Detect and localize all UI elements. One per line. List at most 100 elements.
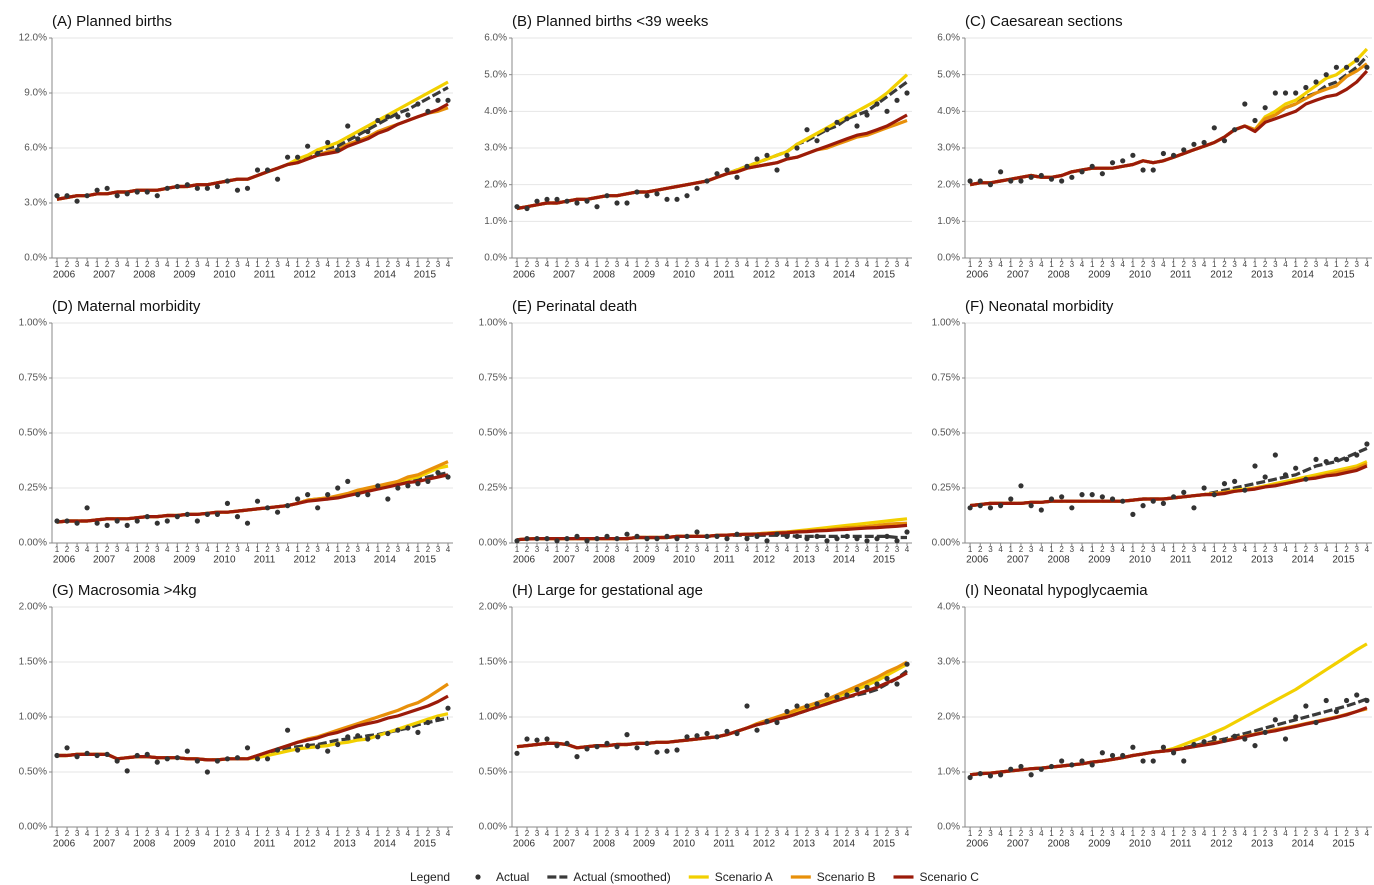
x-tick-label: 1: [215, 260, 220, 269]
x-tick-label: 1: [715, 545, 720, 554]
data-point: [94, 520, 100, 526]
x-tick-label: 1: [635, 260, 640, 269]
data-point: [1303, 84, 1309, 91]
data-point: [694, 185, 700, 191]
x-tick-label: 2: [265, 260, 270, 269]
series-line: [516, 671, 908, 750]
series-line: [969, 47, 1369, 187]
data-point: [295, 154, 301, 160]
x-tick-label: 2: [185, 260, 190, 269]
data-point: [1252, 743, 1258, 749]
x-tick-label: 2: [685, 829, 690, 838]
data-point: [1079, 169, 1085, 175]
data-point: [967, 178, 973, 184]
x-tick-label: 1: [595, 260, 600, 269]
x-tick-label: 3: [1273, 260, 1278, 269]
year-label: 2014: [374, 839, 397, 850]
data-point: [1018, 763, 1024, 770]
x-tick-label: 4: [406, 260, 411, 269]
x-tick-label: 4: [406, 829, 411, 838]
data-point: [564, 740, 570, 747]
x-tick-label: 1: [1131, 829, 1136, 838]
data-point: [365, 736, 371, 742]
x-tick-label: 1: [675, 829, 680, 838]
data-point: [1140, 167, 1146, 173]
x-tick-label: 4: [825, 545, 830, 554]
x-tick-label: 2: [1263, 545, 1268, 554]
x-tick-label: 1: [515, 829, 520, 838]
x-tick-label: 4: [998, 545, 1003, 554]
data-point: [1099, 494, 1105, 500]
x-tick-label: 2: [225, 260, 230, 269]
x-tick-label: 3: [735, 829, 740, 838]
x-tick-label: 4: [1120, 545, 1125, 554]
data-point: [1018, 178, 1024, 184]
data-point: [1130, 744, 1136, 750]
x-tick-label: 1: [1212, 545, 1217, 554]
x-tick-label: 1: [795, 545, 800, 554]
data-point: [864, 112, 870, 118]
data-point: [784, 152, 790, 158]
data-point: [114, 193, 120, 199]
x-tick-label: 2: [978, 545, 983, 554]
year-label: 2008: [1047, 839, 1070, 850]
x-tick-label: 3: [155, 260, 160, 269]
x-tick-label: 2: [1019, 260, 1024, 269]
data-point: [94, 752, 100, 759]
year-label: 2011: [713, 839, 735, 850]
data-point: [1262, 729, 1268, 736]
x-tick-label: 2: [1141, 545, 1146, 554]
series-line: [516, 523, 908, 542]
y-tick-label: 2.0%: [484, 179, 507, 190]
x-tick-label: 3: [815, 829, 820, 838]
data-point: [977, 771, 983, 777]
year-label: 2013: [1251, 270, 1274, 281]
data-point: [144, 189, 150, 195]
y-tick-label: 0.0%: [937, 822, 960, 833]
y-tick-label: 0.0%: [484, 253, 507, 264]
data-point: [1170, 494, 1177, 500]
year-label: 2008: [593, 555, 616, 566]
x-tick-label: 3: [1110, 545, 1115, 554]
year-label: 2009: [1088, 555, 1111, 566]
data-point: [1181, 147, 1187, 153]
data-point: [1170, 152, 1177, 158]
data-point: [684, 734, 690, 740]
data-point: [1323, 697, 1329, 704]
x-tick-label: 2: [605, 260, 610, 269]
year-label: 2009: [173, 839, 196, 850]
x-tick-label: 3: [615, 260, 620, 269]
x-tick-label: 4: [865, 545, 870, 554]
x-tick-label: 3: [115, 545, 120, 554]
data-point: [1160, 744, 1167, 750]
data-point: [274, 176, 281, 182]
data-point: [244, 185, 251, 191]
y-tick-label: 1.00%: [19, 318, 47, 329]
x-tick-label: 2: [725, 545, 730, 554]
x-tick-label: 1: [595, 545, 600, 554]
data-point: [1018, 483, 1024, 489]
x-tick-label: 4: [785, 829, 790, 838]
data-point: [1150, 167, 1156, 173]
y-tick-label: 0.0%: [24, 253, 47, 264]
x-tick-label: 4: [85, 829, 90, 838]
x-tick-label: 1: [295, 260, 300, 269]
data-point: [1089, 163, 1095, 169]
x-tick-label: 4: [998, 260, 1003, 269]
x-tick-label: 1: [1212, 829, 1217, 838]
x-tick-label: 1: [135, 260, 140, 269]
year-label: 2014: [1292, 555, 1315, 566]
data-point: [714, 734, 720, 740]
data-point: [1181, 758, 1187, 764]
data-point: [1343, 697, 1350, 704]
x-tick-label: 4: [325, 829, 330, 838]
x-tick-label: 4: [165, 829, 170, 838]
x-tick-label: 2: [1182, 260, 1187, 269]
data-point: [694, 733, 700, 739]
data-point: [654, 749, 660, 755]
x-tick-label: 3: [695, 545, 700, 554]
x-tick-label: 3: [115, 260, 120, 269]
x-tick-label: 4: [85, 260, 90, 269]
x-tick-label: 2: [685, 545, 690, 554]
